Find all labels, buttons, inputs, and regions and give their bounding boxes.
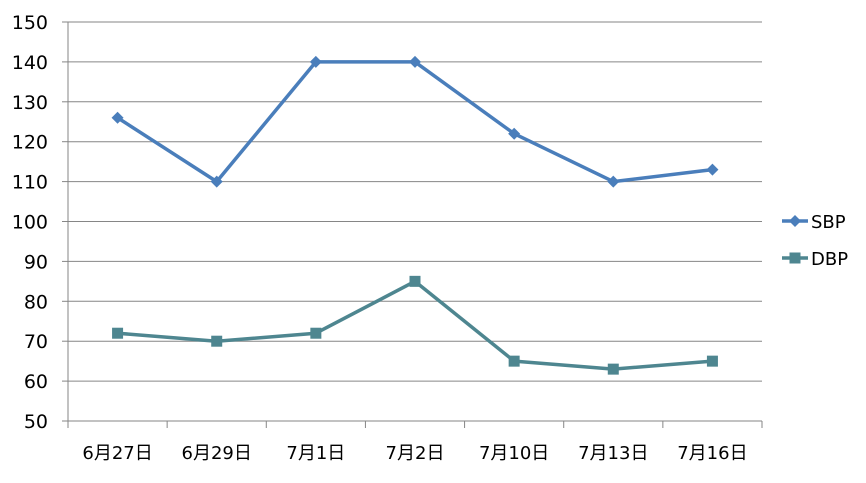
y-tick-label: 50 (24, 411, 48, 433)
y-tick-label: 100 (12, 212, 48, 234)
y-tick-label: 90 (24, 251, 48, 273)
series-lines (111, 55, 719, 375)
y-tick-label: 110 (12, 172, 48, 194)
legend-item-dbp: DBP (782, 249, 848, 270)
series-line-sbp (116, 60, 713, 184)
legend-label: DBP (811, 249, 848, 270)
y-tick-label: 140 (12, 52, 48, 74)
legend-label: SBP (811, 212, 846, 233)
legend-item-sbp: SBP (782, 212, 846, 233)
data-point-dbp-5 (607, 363, 619, 375)
x-tick-label: 6月27日 (82, 443, 152, 464)
data-point-dbp-2 (310, 327, 322, 339)
data-point-dbp-3 (409, 275, 421, 287)
x-tick-label: 7月2日 (386, 443, 445, 464)
data-point-sbp-1 (210, 175, 223, 188)
y-tick-label: 70 (24, 331, 48, 353)
data-point-dbp-4 (508, 355, 520, 367)
x-tick-label: 7月1日 (286, 443, 345, 464)
axes (62, 21, 763, 428)
series-line-dbp (117, 279, 713, 371)
gridlines (68, 21, 762, 422)
data-point-sbp-6 (706, 163, 719, 176)
data-point-sbp-0 (111, 111, 124, 124)
legend-marker (789, 252, 801, 264)
y-tick-label: 120 (12, 132, 48, 154)
data-point-dbp-1 (211, 335, 223, 347)
y-tick-label: 130 (12, 92, 48, 114)
x-tick-label: 6月29日 (182, 443, 252, 464)
legend-marker (789, 215, 801, 227)
legend: SBP DBP (782, 212, 848, 270)
x-tick-label: 7月13日 (578, 443, 648, 464)
y-axis-tick-labels: 50 60 70 80 90 100 110 120 130 140 150 (12, 12, 48, 433)
x-tick-label: 7月16日 (677, 443, 747, 464)
y-tick-label: 150 (12, 12, 48, 34)
series-sbp (111, 55, 719, 188)
y-tick-label: 80 (24, 291, 48, 313)
x-axis-tick-labels: 6月27日 6月29日 7月1日 7月2日 7月10日 7月13日 7月16日 (82, 443, 747, 464)
y-tick-label: 60 (24, 371, 48, 393)
series-dbp (112, 275, 718, 375)
data-point-sbp-4 (508, 127, 521, 140)
data-point-sbp-3 (409, 55, 421, 68)
data-point-sbp-2 (309, 55, 322, 68)
x-tick-label: 7月10日 (479, 443, 549, 464)
data-point-dbp-6 (706, 355, 718, 367)
data-point-sbp-5 (607, 175, 620, 188)
data-point-dbp-0 (112, 327, 124, 339)
